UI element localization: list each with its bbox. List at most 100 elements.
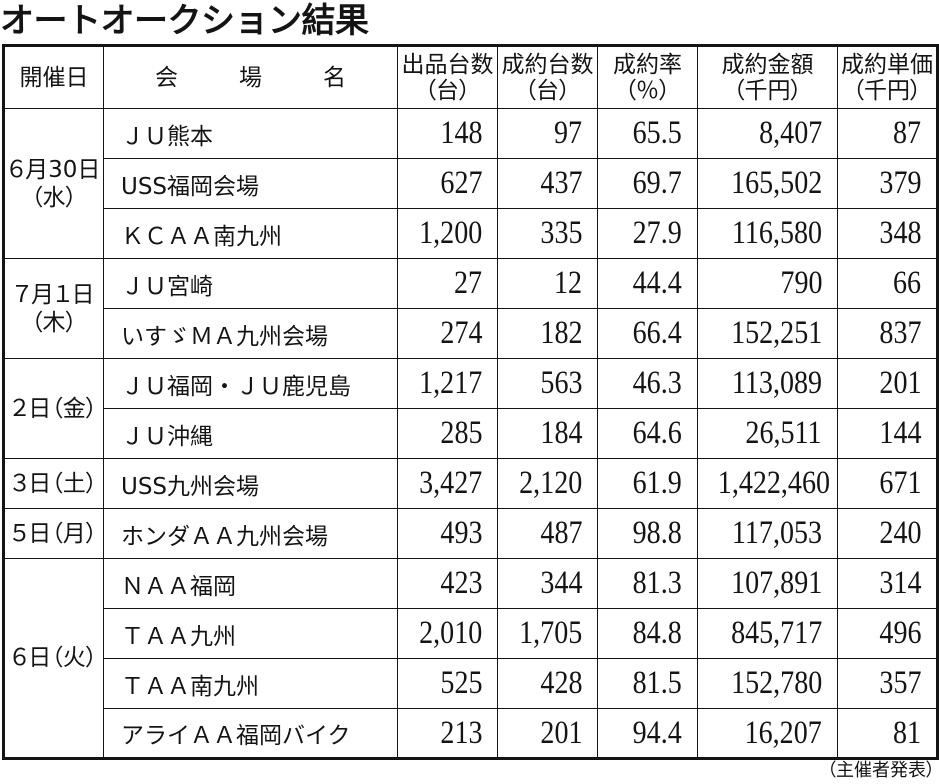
- sold-rate-cell: 64.6: [597, 408, 698, 459]
- sold-count-cell: 12: [497, 258, 598, 309]
- sold-count-value: 2,120: [518, 465, 582, 501]
- date-header-label: 開催日: [19, 64, 89, 91]
- sold-amount-value: 16,207: [744, 714, 822, 751]
- venue-cell: ＮＡＡ福岡: [103, 558, 398, 609]
- weekday-label: （火）: [51, 645, 98, 671]
- unit-price-cell: 240: [837, 508, 938, 559]
- sold-header-label: 成約台数: [501, 51, 594, 78]
- unit-price-header-label: 成約単価: [841, 51, 933, 78]
- sold-count-value: 437: [539, 165, 582, 201]
- listed-count-value: 493: [439, 515, 482, 551]
- sold-rate-value: 27.9: [632, 215, 682, 251]
- sold-rate-value: 98.8: [632, 515, 682, 551]
- weekday-label: （水）: [31, 184, 77, 211]
- amount-header-unit: （千円）: [733, 77, 802, 104]
- sold-rate-cell: 84.8: [597, 608, 698, 659]
- unit-price-value: 81: [892, 714, 921, 751]
- sold-count-value: 1,705: [518, 615, 582, 651]
- venue-cell: USS九州会場: [103, 458, 398, 509]
- unit-price-value: 240: [878, 515, 921, 551]
- unit-price-cell: 201: [837, 358, 938, 409]
- listed-header-label: 出品台数: [401, 51, 494, 78]
- sold-count-value: 201: [539, 714, 582, 751]
- unit-price-cell: 671: [837, 458, 938, 509]
- sold-rate-cell: 61.9: [597, 458, 698, 509]
- sold-count-cell: 563: [497, 358, 598, 409]
- rate-header-label: 成約率: [613, 51, 682, 78]
- sold-amount-cell: 117,053: [697, 508, 838, 559]
- sold-rate-cell: 46.3: [597, 358, 698, 409]
- source-note: （主催者発表）: [827, 760, 935, 781]
- table-row: アライＡＡ福岡バイク 213 201 94.4 16,207 81: [4, 708, 938, 759]
- unit-price-value: 348: [878, 215, 921, 251]
- sold-count-cell: 201: [497, 708, 598, 759]
- venue-cell: ＫＣＡＡ南九州: [103, 208, 398, 259]
- weekday-label: （月）: [51, 520, 98, 547]
- sold-rate-cell: 65.5: [597, 108, 698, 159]
- venue-cell: いすゞＭＡ九州会場: [103, 308, 398, 359]
- sold-count-value: 428: [539, 665, 582, 701]
- sold-rate-value: 84.8: [632, 615, 682, 651]
- sold-amount-value: 152,251: [730, 315, 822, 351]
- listed-count-value: 285: [439, 415, 482, 451]
- unit-price-header: 成約単価 （千円）: [837, 45, 938, 109]
- unit-price-cell: 357: [837, 658, 938, 709]
- unit-price-cell: 144: [837, 408, 938, 459]
- sold-rate-cell: 81.5: [597, 658, 698, 709]
- sold-header: 成約台数 （台）: [497, 45, 598, 109]
- venue-cell: ＴＡＡ九州: [103, 608, 398, 659]
- sold-count-value: 12: [553, 265, 582, 301]
- sold-count-cell: 344: [497, 558, 598, 609]
- venue-header: 会 場 名: [103, 45, 398, 109]
- sold-rate-value: 66.4: [632, 315, 682, 351]
- weekday-label: （土）: [51, 470, 98, 497]
- venue-cell: ホンダＡＡ九州会場: [103, 508, 398, 559]
- venue-cell: ＪＵ福岡・ＪＵ鹿児島: [103, 358, 398, 409]
- sold-count-cell: 1,705: [497, 608, 598, 659]
- listed-count-cell: 1,200: [397, 208, 498, 259]
- sold-count-cell: 2,120: [497, 458, 598, 509]
- venue-cell: ＴＡＡ南九州: [103, 658, 398, 709]
- table-row: ５日（月） ホンダＡＡ九州会場 493 487 98.8 117,053 240: [3, 508, 938, 559]
- sold-amount-cell: 116,580: [697, 208, 838, 259]
- table-row: USS福岡会場 627 437 69.7 165,502 379: [4, 158, 938, 209]
- date-label: ２日: [10, 395, 52, 422]
- listed-count-cell: 213: [397, 708, 498, 759]
- listed-count-cell: 423: [397, 558, 498, 609]
- sold-count-value: 182: [539, 315, 582, 351]
- venue-header-label: 会 場 名: [155, 64, 365, 91]
- date-cell: ７月１日 （木）: [3, 258, 104, 359]
- listed-count-cell: 525: [397, 658, 498, 709]
- unit-price-value: 671: [878, 465, 921, 501]
- auction-results-table: 開催日 会 場 名 出品台数 （台） 成約台数 （台） 成約率 （％） 成約金額 （千円…: [2, 44, 939, 760]
- table-row: ＪＵ沖縄 285 184 64.6 26,511 144: [4, 408, 938, 459]
- unit-price-value: 201: [878, 365, 921, 401]
- sold-count-cell: 437: [497, 158, 598, 209]
- sold-amount-value: 790: [779, 265, 822, 301]
- date-label: ６月30日: [7, 156, 101, 183]
- listed-count-cell: 1,217: [397, 358, 498, 409]
- unit-price-value: 379: [878, 165, 921, 201]
- date-cell: ２日（金）: [3, 358, 104, 459]
- listed-count-value: 274: [439, 315, 482, 351]
- table-row: ６月30日 （水） ＪＵ熊本 148 97 65.5 8,407 87: [3, 108, 938, 259]
- sold-count-cell: 184: [497, 408, 598, 459]
- sold-amount-cell: 165,502: [697, 158, 838, 209]
- sold-amount-value: 26,511: [745, 415, 822, 451]
- unit-price-cell: 314: [837, 558, 938, 609]
- sold-count-cell: 182: [497, 308, 598, 359]
- sold-count-cell: 97: [497, 108, 598, 159]
- rate-header-unit: （％）: [624, 77, 671, 104]
- table-row: ＫＣＡＡ南九州 1,200 335 27.9 116,580 348: [4, 208, 938, 259]
- sold-count-value: 97: [553, 115, 582, 151]
- listed-count-cell: 274: [397, 308, 498, 359]
- page-title: オートオークション結果: [0, 1, 369, 41]
- date-cell: ６日（火）: [3, 558, 104, 759]
- sold-rate-cell: 44.4: [597, 258, 698, 309]
- sold-rate-cell: 94.4: [597, 708, 698, 759]
- sold-rate-value: 81.3: [632, 565, 682, 601]
- header-row: 開催日 会 場 名 出品台数 （台） 成約台数 （台） 成約率 （％） 成約金額 （千円…: [3, 45, 938, 109]
- sold-amount-value: 113,089: [731, 365, 822, 401]
- sold-amount-cell: 8,407: [697, 108, 838, 159]
- listed-count-value: 2,010: [418, 615, 482, 651]
